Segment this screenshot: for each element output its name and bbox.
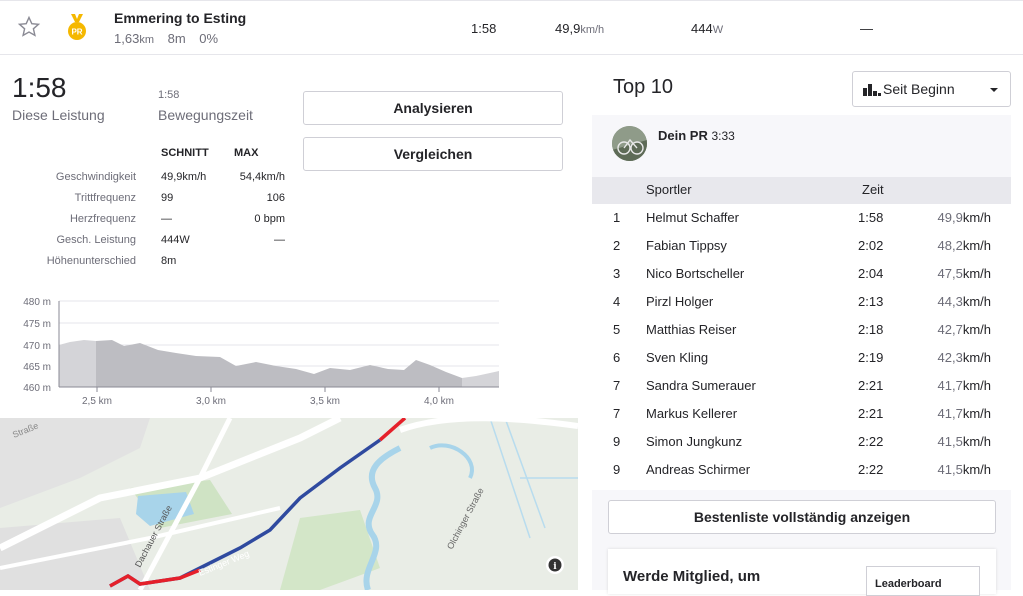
- star-icon[interactable]: [17, 15, 41, 39]
- athlete-link[interactable]: Pirzl Holger: [646, 294, 714, 309]
- stat-avg: 49,9km/h: [161, 171, 207, 183]
- pr-medal-icon: PR: [68, 14, 86, 40]
- divider: [0, 0, 1023, 4]
- elevation-chart[interactable]: 480 m 475 m 470 m 465 m 460 m 2,5 km 3,0…: [0, 290, 510, 415]
- segment-time: 1:58: [471, 21, 497, 36]
- y-tick-label: 465 m: [23, 362, 51, 373]
- stat-avg: 99: [161, 192, 174, 204]
- leaderboard-row[interactable]: 7 Markus Kellerer 2:21 41,7km/h: [613, 406, 991, 421]
- stats-col-max: MAX: [234, 147, 259, 159]
- segment-title[interactable]: Emmering to Esting: [114, 10, 247, 26]
- elevation-profile-effort: [96, 340, 462, 387]
- stat-label: Geschwindigkeit: [55, 171, 136, 183]
- map-route-after: [378, 418, 407, 442]
- leaderboard-row[interactable]: 6 Sven Kling 2:19 42,3km/h: [613, 350, 991, 365]
- athlete-link[interactable]: Matthias Reiser: [646, 322, 737, 337]
- segment-row[interactable]: PR Emmering to Esting 1,63km 8m 0% 1:58 …: [0, 0, 1023, 55]
- x-tick-label: 3,5 km: [310, 396, 340, 407]
- athlete-link[interactable]: Andreas Schirmer: [646, 462, 751, 477]
- moving-time: 1:58: [158, 89, 180, 101]
- y-tick-label: 475 m: [23, 319, 51, 330]
- chevron-down-icon: [990, 88, 998, 92]
- segment-details: 1,63km 8m 0%: [114, 31, 228, 46]
- segment-speed: 49,9km/h: [555, 21, 605, 36]
- leaderboard-badge: Leaderboard: [866, 566, 980, 596]
- compare-button[interactable]: Vergleichen: [303, 137, 563, 171]
- leaderboard-row[interactable]: 3 Nico Bortscheller 2:04 47,5km/h: [613, 266, 991, 281]
- your-pr: Dein PR 3:33: [658, 128, 735, 143]
- filter-value: Seit Beginn: [883, 81, 955, 97]
- leaderboard-body: [592, 204, 1011, 490]
- elevation-profile-after: [462, 371, 499, 387]
- map-river: [363, 445, 402, 590]
- svg-text:PR: PR: [71, 28, 82, 37]
- athlete-link[interactable]: Nico Bortscheller: [646, 266, 745, 281]
- bar-chart-icon: [863, 84, 881, 96]
- analyze-button[interactable]: Analysieren: [303, 91, 563, 125]
- stat-max: —: [274, 234, 285, 246]
- svg-text:i: i: [553, 562, 557, 572]
- map-river: [429, 443, 474, 479]
- athlete-link[interactable]: Simon Jungkunz: [646, 434, 743, 449]
- stat-avg: 444W: [161, 234, 190, 246]
- leaderboard-row[interactable]: 1 Helmut Schaffer 1:58 49,9km/h: [613, 210, 991, 225]
- athlete-link[interactable]: Helmut Schaffer: [646, 210, 739, 225]
- segment-distance: 1,63km: [114, 31, 154, 46]
- leaderboard-row[interactable]: 5 Matthias Reiser 2:18 42,7km/h: [613, 322, 991, 337]
- stat-label: Gesch. Leistung: [56, 234, 137, 246]
- map-route-before: [109, 568, 201, 588]
- col-time-header: Zeit: [862, 182, 884, 197]
- col-athlete-header: Sportler: [646, 182, 692, 197]
- y-tick-label: 460 m: [23, 383, 51, 394]
- stat-max: 0 bpm: [254, 213, 285, 225]
- stat-label: Trittfrequenz: [74, 192, 136, 204]
- y-tick-label: 480 m: [23, 297, 51, 308]
- x-tick-label: 4,0 km: [424, 396, 454, 407]
- info-icon[interactable]: [548, 558, 562, 572]
- y-tick-label: 470 m: [23, 341, 51, 352]
- your-pr-box: [592, 115, 1011, 177]
- stat-label: Höhenunterschied: [46, 255, 136, 267]
- x-tick-label: 3,0 km: [196, 396, 226, 407]
- stat-max: 54,4km/h: [239, 171, 285, 183]
- segment-power: 444W: [691, 21, 724, 36]
- x-tick-label: 2,5 km: [82, 396, 112, 407]
- leaderboard-row[interactable]: 7 Sandra Sumerauer 2:21 41,7km/h: [613, 378, 991, 393]
- segment-map[interactable]: Straße Dachauer Straße Estinger Weg Olch…: [0, 418, 578, 590]
- leaderboard-filter-dropdown[interactable]: Seit Beginn: [852, 71, 1011, 107]
- segment-elev-gain: 8m: [167, 31, 186, 46]
- stats-col-avg: SCHNITT: [161, 147, 209, 159]
- map-road: [398, 418, 578, 433]
- map-canvas[interactable]: Straße Dachauer Straße Estinger Weg Olch…: [0, 418, 578, 590]
- segment-extra: —: [860, 21, 873, 36]
- leaderboard-header: Sportler Zeit: [592, 177, 1011, 204]
- athlete-link[interactable]: Markus Kellerer: [646, 406, 738, 421]
- elevation-profile-before: [59, 340, 96, 387]
- stat-label: Herzfrequenz: [69, 213, 136, 225]
- map-road: [0, 506, 281, 570]
- leaderboard-title: Top 10: [613, 76, 674, 98]
- leaderboard-row[interactable]: 2 Fabian Tippsy 2:02 48,2km/h: [613, 238, 991, 253]
- leaderboard-row[interactable]: 4 Pirzl Holger 2:13 44,3km/h: [613, 294, 991, 309]
- leaderboard-row[interactable]: 9 Andreas Schirmer 2:22 41,5km/h: [613, 462, 991, 477]
- athlete-link[interactable]: Sandra Sumerauer: [646, 378, 756, 393]
- athlete-link[interactable]: Fabian Tippsy: [646, 238, 727, 253]
- map-road: [137, 418, 233, 590]
- segment-grade: 0%: [199, 31, 219, 46]
- stat-avg: —: [161, 213, 172, 225]
- moving-time-label: Bewegungszeit: [158, 107, 253, 123]
- stat-max: 106: [266, 192, 285, 204]
- effort-time: 1:58: [12, 72, 67, 103]
- map-stream: [489, 418, 578, 539]
- avatar[interactable]: [612, 126, 647, 161]
- effort-time-label: Diese Leistung: [12, 107, 105, 123]
- show-full-leaderboard-button[interactable]: Bestenliste vollständig anzeigen: [608, 500, 996, 534]
- map-park: [280, 510, 380, 590]
- leaderboard-row[interactable]: 9 Simon Jungkunz 2:22 41,5km/h: [613, 434, 991, 449]
- membership-title: Werde Mitglied, um: [623, 568, 761, 585]
- map-urban-area: [0, 418, 150, 508]
- athlete-link[interactable]: Sven Kling: [646, 350, 709, 365]
- stat-avg: 8m: [161, 255, 177, 267]
